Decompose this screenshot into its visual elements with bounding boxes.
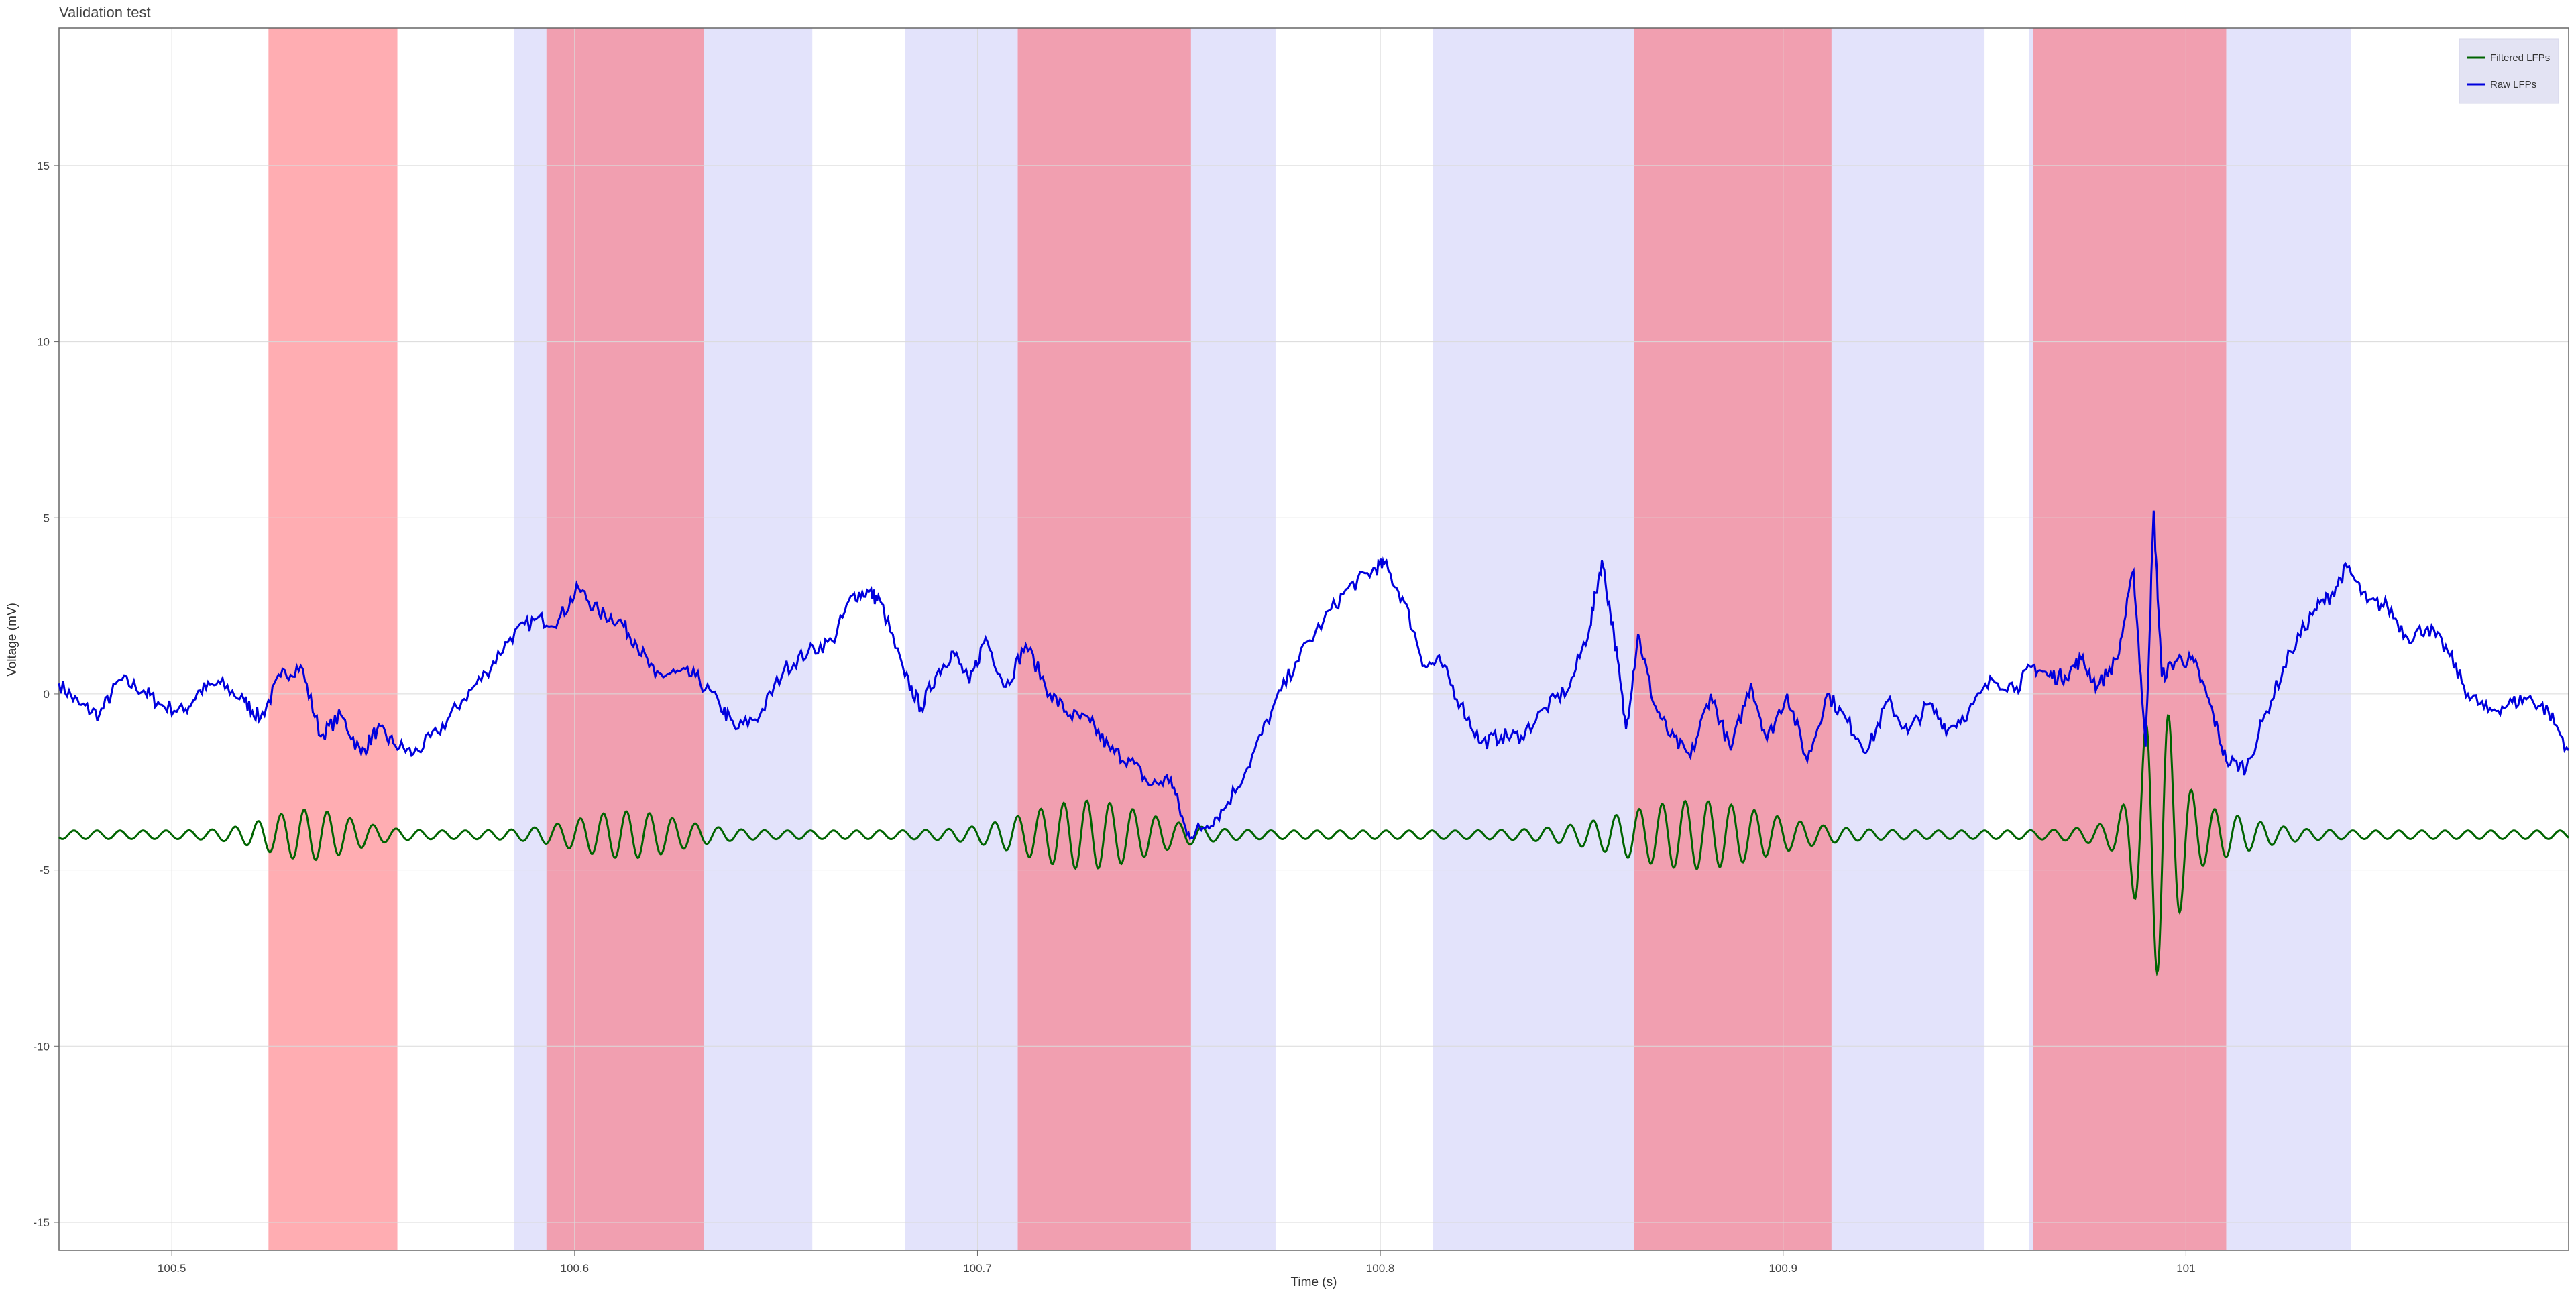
- x-tick-label: 100.5: [158, 1262, 186, 1275]
- grid-lines: [59, 28, 2569, 1250]
- series-raw-lfps: [58, 510, 2570, 841]
- y-tick-label: 0: [44, 688, 50, 701]
- x-axis-ticks: 100.5 100.6 100.7 100.8 100.9 101: [158, 1250, 2196, 1275]
- red-shaded-region: [2033, 28, 2227, 1250]
- legend-label-filtered: Filtered LFPs: [2490, 52, 2550, 64]
- x-tick-label: 100.6: [561, 1262, 590, 1275]
- x-tick-label: 100.7: [963, 1262, 992, 1275]
- y-axis-ticks: 15 10 5 0 -5 -10 -15: [33, 160, 59, 1229]
- chart-title: Validation test: [59, 4, 151, 21]
- y-tick-label: 15: [37, 160, 50, 172]
- legend-label-raw: Raw LFPs: [2490, 79, 2536, 91]
- series-filtered-lfps: [58, 714, 2570, 977]
- legend: Filtered LFPs Raw LFPs: [2459, 38, 2559, 104]
- shaded-regions: [268, 28, 2351, 1250]
- red-shaded-region: [1634, 28, 1832, 1250]
- red-shaded-region: [1017, 28, 1191, 1250]
- x-axis-title: Time (s): [1291, 1275, 1337, 1289]
- red-shaded-region: [546, 28, 704, 1250]
- y-tick-label: -15: [33, 1216, 50, 1229]
- x-tick-label: 100.8: [1366, 1262, 1395, 1275]
- red-shaded-region: [268, 28, 398, 1250]
- x-tick-label: 100.9: [1769, 1262, 1797, 1275]
- y-tick-label: 5: [44, 512, 50, 524]
- x-tick-label: 101: [2176, 1262, 2195, 1275]
- legend-box: [2459, 38, 2559, 104]
- plot-frame: [58, 27, 2569, 1251]
- y-tick-label: -5: [40, 864, 50, 877]
- y-axis-title: Voltage (mV): [5, 603, 19, 677]
- y-tick-label: 10: [37, 336, 50, 349]
- y-tick-label: -10: [33, 1040, 50, 1053]
